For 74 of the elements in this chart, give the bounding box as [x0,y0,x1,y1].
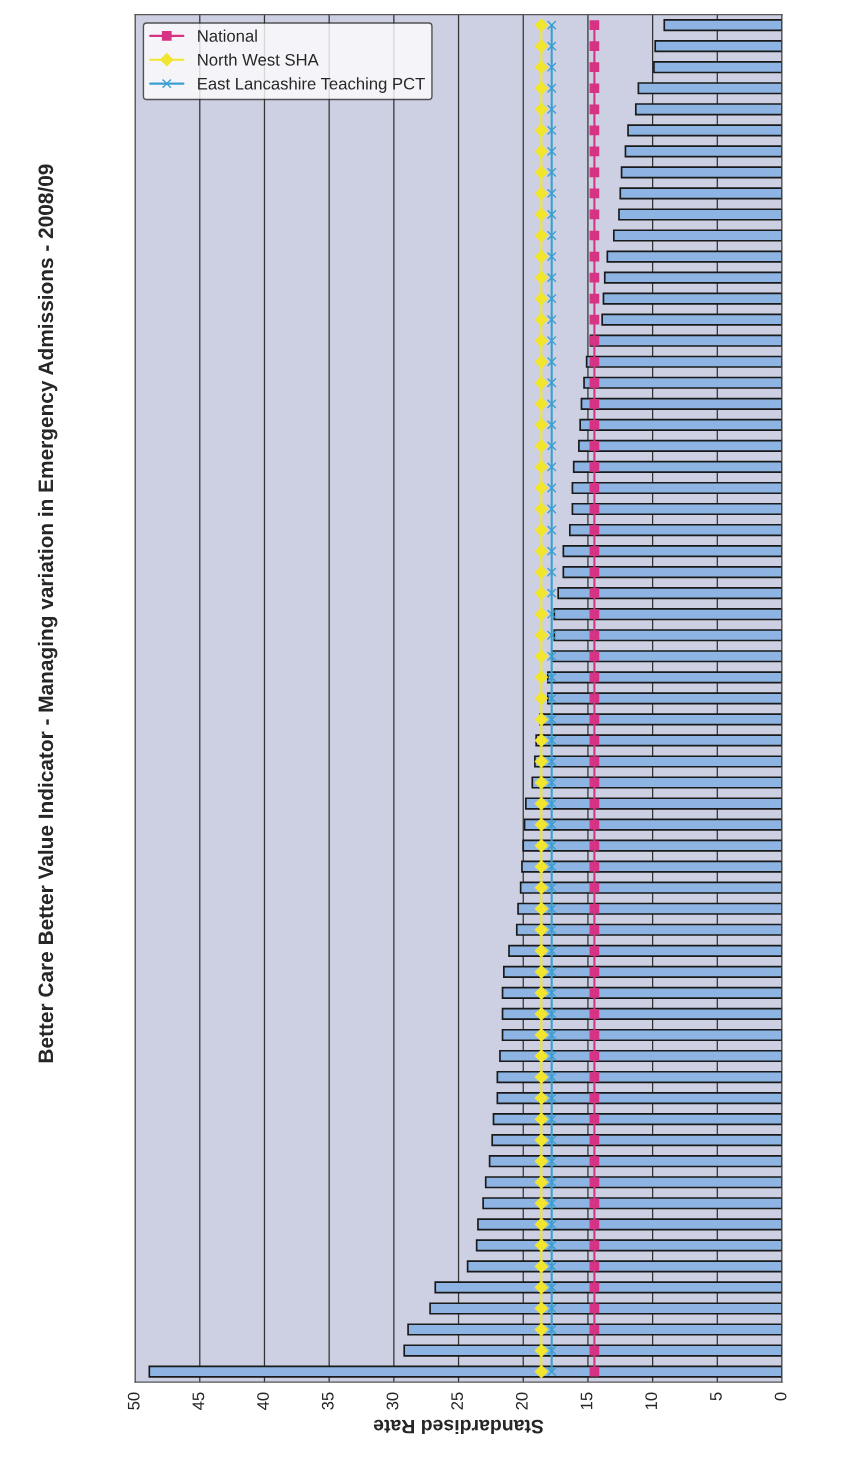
bar [637,82,782,95]
bar [484,1176,782,1189]
bar [524,797,782,810]
bar [553,608,782,621]
bar [654,40,782,53]
bar [580,397,782,410]
bar [517,902,782,915]
bar [579,418,782,431]
bar [620,166,782,179]
bar [627,124,782,137]
bar [523,818,782,831]
bar [585,355,782,368]
bar [434,1281,782,1294]
bar [571,502,782,516]
bar [653,61,782,74]
bar [618,208,782,221]
bar [571,481,782,495]
bar [557,587,782,600]
bar [482,1197,782,1210]
bar [568,523,782,537]
x-tick-label: 15 [580,1392,593,1410]
legend-label: North West SHA [198,53,319,66]
bar [663,19,782,32]
bar [492,1113,782,1126]
x-tick-label: 10 [645,1392,658,1410]
bar [619,187,782,200]
bar [515,923,782,936]
bar [624,145,782,158]
bar [572,460,782,474]
x-tick-label: 50 [127,1392,140,1410]
bar [407,1323,782,1336]
bar [634,103,782,116]
bar [491,1134,782,1147]
bar [522,839,782,852]
legend-label: National [198,29,257,42]
x-tick-label: 25 [451,1392,464,1410]
bar [603,271,782,284]
bar [578,439,782,452]
bar [496,1070,782,1084]
bar [531,776,782,789]
bar [499,1049,782,1063]
x-tick-label: 45 [192,1392,205,1410]
bar [429,1302,782,1315]
bar [501,1007,782,1021]
bar [488,1155,782,1168]
bar [403,1344,782,1357]
bar [519,881,782,894]
bar [477,1218,782,1231]
bar [496,1091,782,1105]
x-tick-label: 5 [710,1392,722,1401]
bar [562,566,782,579]
bar [148,1365,782,1378]
bar [475,1239,782,1252]
bar [535,734,782,747]
bar [612,229,782,242]
bar [589,334,782,347]
legend-label: East Lancashire Teaching PCT [198,77,425,93]
x-axis-title: Standardised Rate [373,1419,544,1435]
x-tick-label: 0 [774,1392,787,1401]
x-tick-label: 20 [515,1392,528,1410]
bar [534,755,782,768]
x-tick-label: 40 [257,1392,269,1410]
bar [508,944,782,957]
x-tick-label: 30 [386,1392,399,1410]
bar [466,1260,782,1273]
bar [562,544,782,558]
bar [553,629,782,642]
bar [501,1028,782,1042]
bar [583,376,782,389]
bar [606,250,782,263]
x-tick-label: 35 [321,1392,334,1410]
bar [502,965,782,978]
text: Better Care Better Value Indicator - Managing variation in Emergency Admissions - 2008/09 [37,164,58,1063]
bar [501,986,782,999]
